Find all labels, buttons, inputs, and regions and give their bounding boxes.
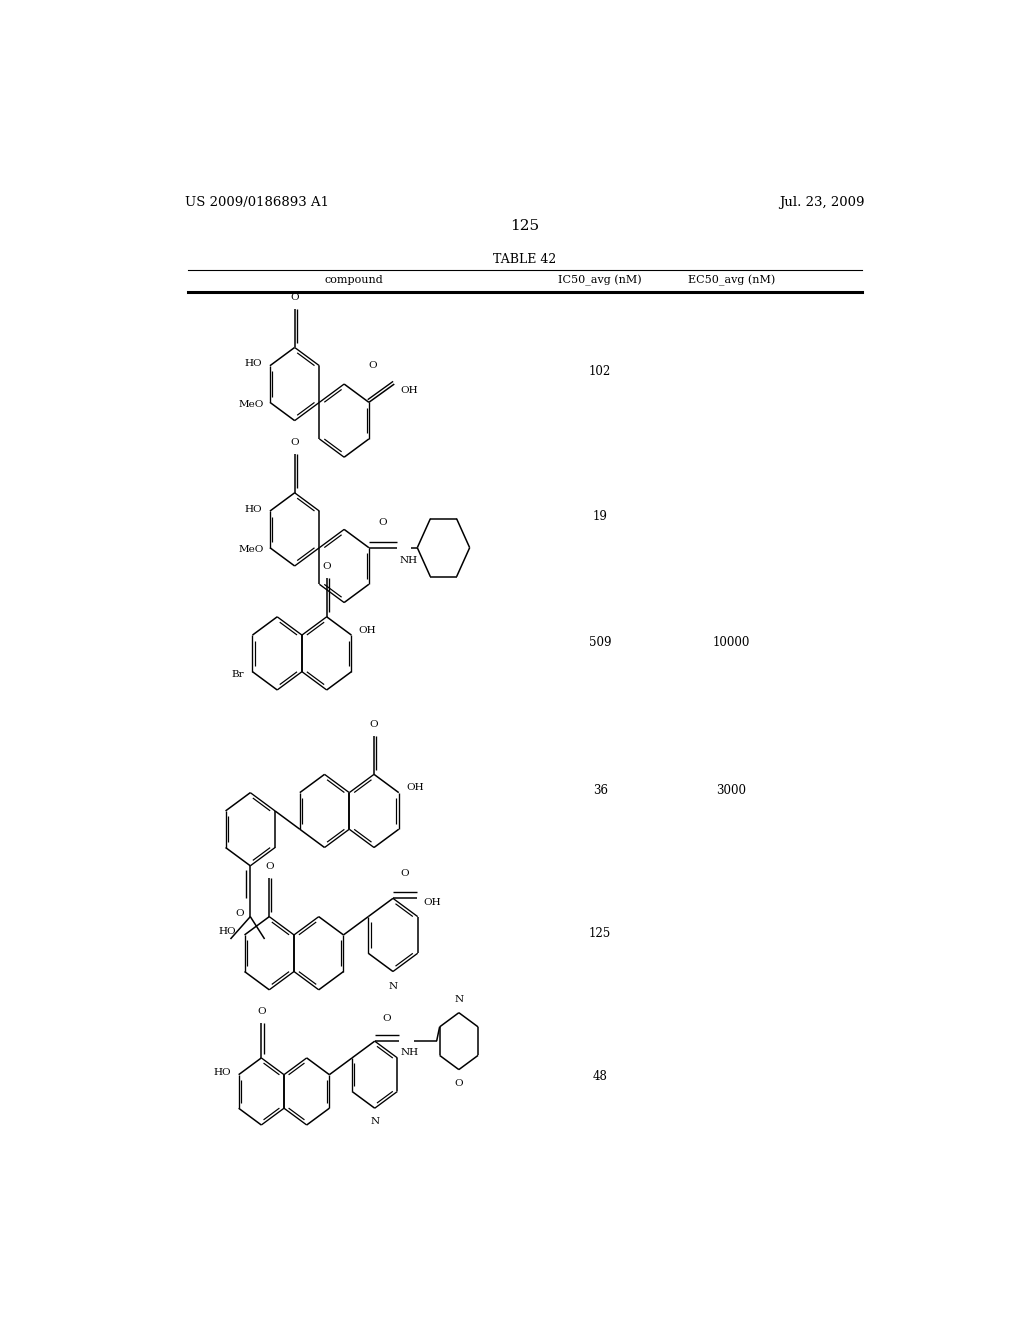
- Text: OH: OH: [400, 385, 418, 395]
- Text: O: O: [369, 360, 377, 370]
- Text: O: O: [265, 862, 273, 871]
- Text: EC50_avg (nM): EC50_avg (nM): [687, 275, 775, 286]
- Text: compound: compound: [325, 276, 384, 285]
- Text: 48: 48: [593, 1069, 607, 1082]
- Text: O: O: [400, 869, 410, 878]
- Text: NH: NH: [399, 556, 418, 565]
- Text: N: N: [370, 1117, 379, 1126]
- Text: O: O: [234, 908, 244, 917]
- Text: O: O: [257, 1007, 265, 1016]
- Text: O: O: [291, 293, 299, 302]
- Text: MeO: MeO: [239, 400, 263, 409]
- Text: O: O: [382, 1014, 391, 1023]
- Text: 102: 102: [589, 366, 611, 379]
- Text: 36: 36: [593, 784, 607, 797]
- Text: N: N: [388, 982, 397, 991]
- Text: OH: OH: [358, 626, 376, 635]
- Text: MeO: MeO: [239, 545, 263, 554]
- Text: HO: HO: [219, 928, 237, 936]
- Text: Jul. 23, 2009: Jul. 23, 2009: [779, 195, 864, 209]
- Text: Br: Br: [231, 671, 245, 680]
- Text: O: O: [291, 438, 299, 447]
- Text: O: O: [455, 1078, 463, 1088]
- Text: O: O: [323, 562, 331, 572]
- Text: 125: 125: [589, 928, 611, 940]
- Text: 125: 125: [510, 219, 540, 234]
- Text: HO: HO: [245, 359, 262, 368]
- Text: US 2009/0186893 A1: US 2009/0186893 A1: [185, 195, 329, 209]
- Text: 3000: 3000: [716, 784, 746, 797]
- Text: TABLE 42: TABLE 42: [494, 252, 556, 265]
- Text: 509: 509: [589, 636, 611, 648]
- Text: 19: 19: [593, 510, 607, 523]
- Text: O: O: [379, 519, 387, 528]
- Text: O: O: [370, 719, 378, 729]
- Text: HO: HO: [245, 504, 262, 513]
- Text: OH: OH: [406, 783, 424, 792]
- Text: NH: NH: [401, 1048, 419, 1057]
- Text: HO: HO: [214, 1068, 231, 1077]
- Text: N: N: [455, 994, 464, 1003]
- Text: OH: OH: [423, 898, 440, 907]
- Text: IC50_avg (nM): IC50_avg (nM): [558, 275, 642, 286]
- Text: 10000: 10000: [713, 636, 750, 648]
